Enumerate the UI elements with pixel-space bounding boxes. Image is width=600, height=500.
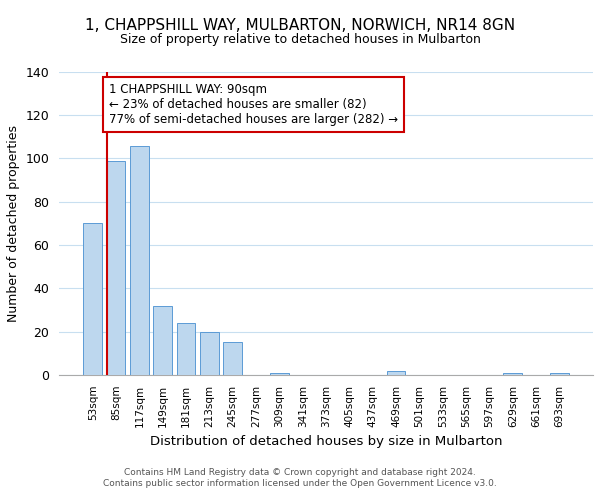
Bar (223, 342, 242, 375)
Y-axis label: Number of detached properties: Number of detached properties (7, 125, 20, 322)
Bar (503, 372, 522, 375)
Bar (387, 370, 406, 375)
Bar (83, 224, 102, 375)
Bar (200, 332, 219, 375)
Bar (270, 372, 289, 375)
Text: Contains HM Land Registry data © Crown copyright and database right 2024.
Contai: Contains HM Land Registry data © Crown c… (103, 468, 497, 487)
Bar (177, 323, 196, 375)
Text: 1 CHAPPSHILL WAY: 90sqm
← 23% of detached houses are smaller (82)
77% of semi-de: 1 CHAPPSHILL WAY: 90sqm ← 23% of detache… (109, 83, 398, 126)
Bar (154, 306, 172, 375)
Bar (107, 160, 125, 375)
Text: 1, CHAPPSHILL WAY, MULBARTON, NORWICH, NR14 8GN: 1, CHAPPSHILL WAY, MULBARTON, NORWICH, N… (85, 18, 515, 32)
Bar (130, 146, 149, 375)
X-axis label: Distribution of detached houses by size in Mulbarton: Distribution of detached houses by size … (150, 435, 502, 448)
Text: Size of property relative to detached houses in Mulbarton: Size of property relative to detached ho… (119, 32, 481, 46)
Bar (550, 372, 569, 375)
